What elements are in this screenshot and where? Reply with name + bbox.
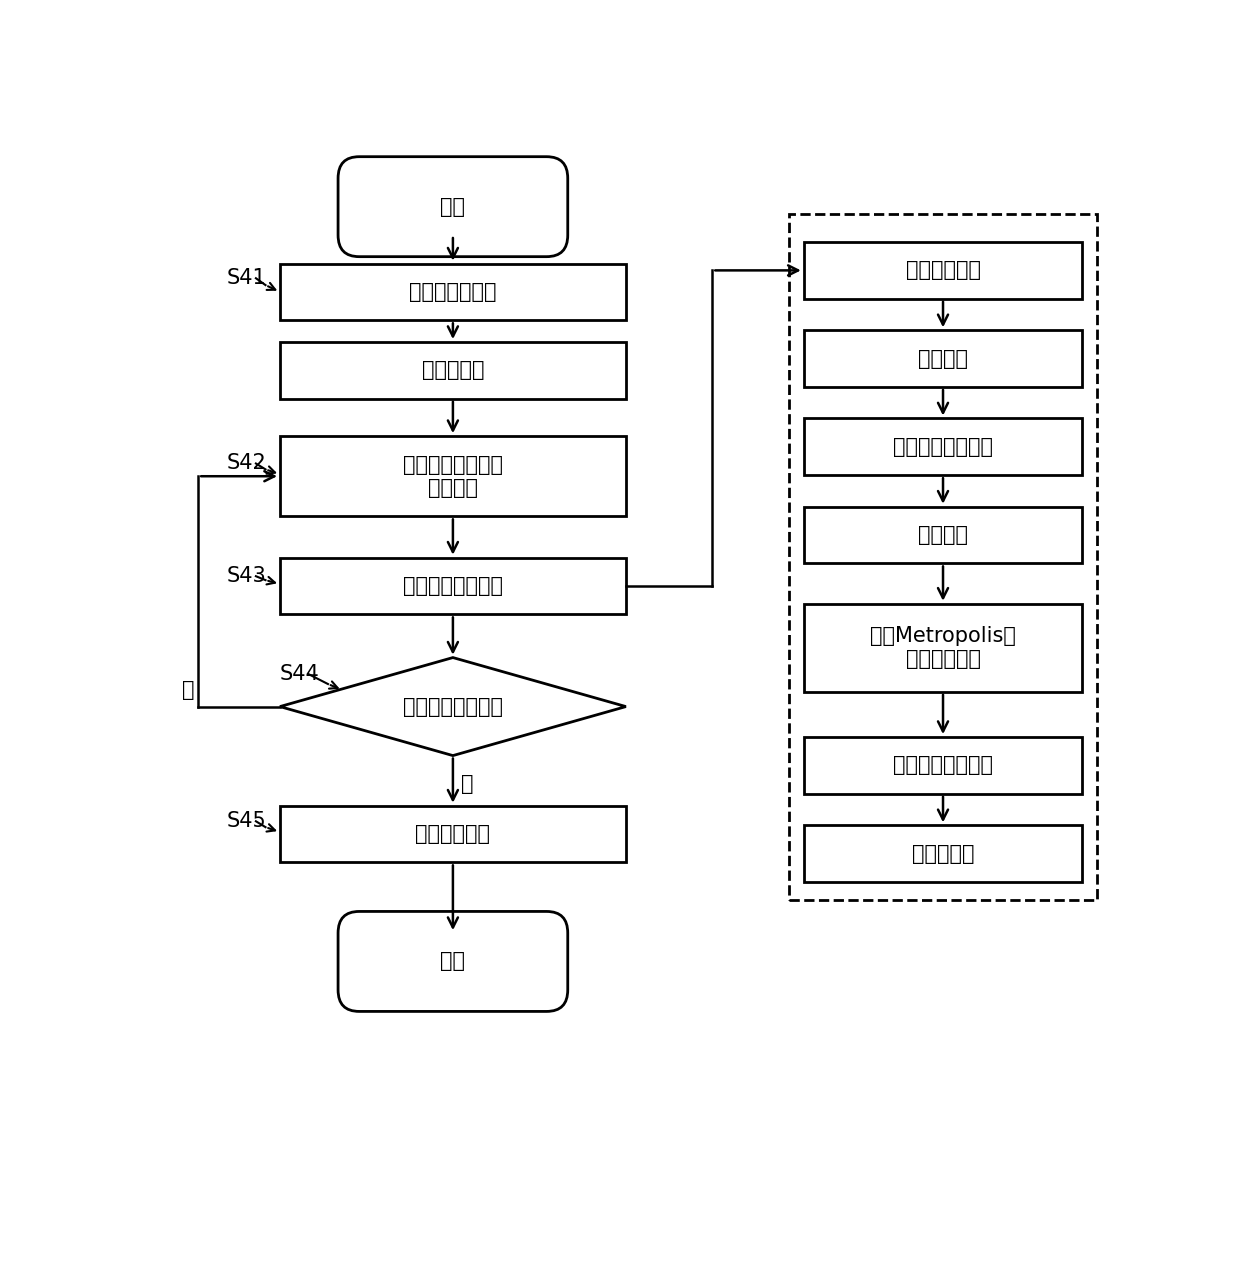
FancyBboxPatch shape — [339, 911, 568, 1012]
Bar — [804, 330, 1083, 387]
Text: 根据Metropolis概
率接收新个体: 根据Metropolis概 率接收新个体 — [870, 626, 1016, 670]
Bar — [280, 806, 626, 862]
Text: 开始: 开始 — [440, 196, 465, 216]
Bar — [804, 603, 1083, 693]
Text: 是否满足终止条件: 是否满足终止条件 — [403, 696, 503, 717]
Text: 交叉操作: 交叉操作 — [918, 349, 968, 369]
Bar — [804, 737, 1083, 794]
Text: 输出计算结果: 输出计算结果 — [415, 824, 490, 844]
Bar — [280, 342, 626, 398]
Text: S43: S43 — [227, 566, 267, 586]
Text: 初始化种群: 初始化种群 — [422, 360, 484, 381]
Bar — [789, 214, 1096, 900]
Text: 生成下一代新个体: 生成下一代新个体 — [893, 755, 993, 775]
Text: 结束: 结束 — [440, 951, 465, 971]
Bar — [280, 264, 626, 321]
Bar — [804, 507, 1083, 564]
Text: 是: 是 — [460, 774, 474, 794]
Text: 否: 否 — [182, 680, 195, 700]
Text: S44: S44 — [280, 665, 320, 684]
Text: 变异操作: 变异操作 — [918, 524, 968, 545]
Text: S45: S45 — [227, 811, 267, 831]
FancyBboxPatch shape — [339, 157, 568, 257]
Bar — [804, 419, 1083, 475]
Text: 计算种群中个体的
适应度値: 计算种群中个体的 适应度値 — [403, 454, 503, 498]
Bar — [280, 558, 626, 615]
Polygon shape — [280, 658, 626, 756]
Text: 生成交叉后的个体: 生成交叉后的个体 — [893, 437, 993, 457]
Bar — [804, 825, 1083, 882]
Text: 遗传模拟退火过程: 遗传模拟退火过程 — [403, 575, 503, 596]
Text: 返回主程序: 返回主程序 — [911, 844, 975, 863]
Text: 初始化控制参数: 初始化控制参数 — [409, 281, 497, 302]
Bar — [804, 242, 1083, 299]
Text: S42: S42 — [227, 453, 267, 474]
Bar — [280, 437, 626, 517]
Text: S41: S41 — [227, 269, 267, 288]
Text: 模拟退火入口: 模拟退火入口 — [905, 261, 981, 280]
